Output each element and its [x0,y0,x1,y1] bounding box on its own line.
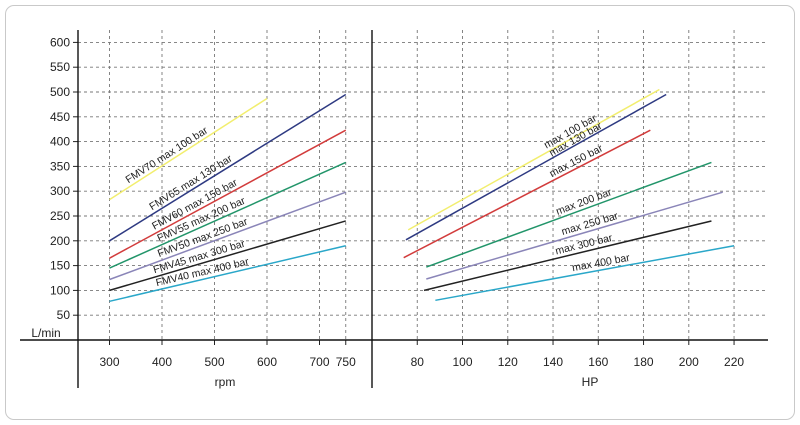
x-tick-label-rpm: 700 [309,355,329,369]
x-axis-label-rpm: rpm [215,375,236,389]
series-line [426,161,712,268]
x-tick-label-rpm: 300 [99,355,119,369]
series-line [405,93,667,241]
series-line [109,129,347,259]
x-tick-label-rpm: 750 [336,355,356,369]
y-tick-label: 200 [50,234,70,248]
y-tick-label: 150 [50,259,70,273]
series-line [109,220,346,292]
y-tick-label: 300 [50,184,70,198]
y-tick-label: 600 [50,35,70,49]
y-tick-label: 500 [50,85,70,99]
series-line [407,88,660,231]
x-tick-label-hp: 80 [411,355,425,369]
series-line [423,220,712,292]
y-tick-label: 100 [50,283,70,297]
y-tick-label: 450 [50,110,70,124]
x-tick-label-hp: 140 [543,355,563,369]
x-tick-label-hp: 220 [724,355,744,369]
x-tick-label-hp: 160 [588,355,608,369]
x-axis-label-hp: HP [582,375,599,389]
y-tick-label: 350 [50,159,70,173]
series-line [109,93,347,242]
chart-frame [5,5,795,420]
x-tick-label-rpm: 500 [204,355,224,369]
series-line [426,191,723,280]
series-line [109,161,347,269]
x-tick-label-rpm: 400 [152,355,172,369]
y-tick-label: 400 [50,135,70,149]
y-tick-label: 550 [50,60,70,74]
series-line [403,129,651,259]
series-line [435,245,735,302]
x-tick-label-hp: 120 [498,355,518,369]
series-label: max 400 bar [571,252,631,274]
series-line [109,191,347,281]
series-line [109,245,346,303]
x-tick-label-hp: 100 [452,355,472,369]
series-line [109,97,268,201]
x-tick-label-rpm: 600 [257,355,277,369]
x-tick-label-hp: 180 [634,355,654,369]
y-tick-label: 50 [57,308,71,322]
y-tick-label: 250 [50,209,70,223]
y-axis-label: L/min [31,326,60,340]
x-tick-label-hp: 200 [679,355,699,369]
